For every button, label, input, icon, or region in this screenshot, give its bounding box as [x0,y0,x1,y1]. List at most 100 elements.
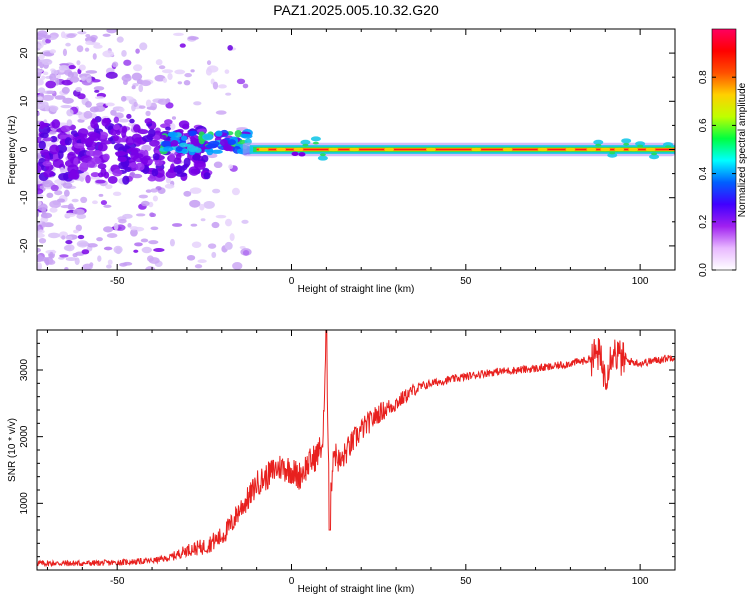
spectrogram-noise-blob [179,43,186,48]
spectrogram-noise-blob [85,34,91,38]
spectrogram-core-blob [117,156,127,163]
spectrogram-noise-blob [37,233,45,238]
spectrogram-noise-blob [189,187,202,194]
spectrogram-noise-blob [63,189,70,197]
spectrogram-core-blob [38,140,46,150]
snr-y-axis-label: SNR (10 * v/v) [7,418,18,482]
spectrogram-noise-blob [75,86,82,92]
spectrogram-noise-blob [211,251,217,258]
carrier-highlight [614,147,625,152]
colorbar-tick-label: 0.4 [698,166,709,180]
carrier-highlight [384,147,395,152]
spectrogram-noise-blob [171,116,177,120]
spectrogram-noise-blob [85,70,98,74]
spectrogram-noise-blob [118,118,130,123]
spectrogram-noise-blob [145,110,151,117]
spectrogram-noise-blob [118,107,125,112]
carrier-disturbance [607,152,618,158]
spectrogram-transition-blob [204,148,213,153]
spectrogram-noise-blob [76,45,84,53]
spectrogram-noise-blob [183,80,191,86]
spectrogram-noise-blob [42,179,54,188]
spectrogram-noise-blob [131,72,143,81]
spectrogram-noise-blob [42,71,49,76]
spectrogram-transition-blob [202,133,214,141]
spectrogram-noise-blob [130,228,138,237]
spectrogram-noise-blob [153,248,165,253]
spectrogram-noise-blob [158,65,166,70]
spectrogram-transition-blob [163,146,174,152]
spectrogram-noise-blob [193,101,202,106]
spectrogram-noise-blob [126,113,132,119]
spectrogram-noise-blob [121,50,127,57]
spectrogram-transition-blob [234,129,242,138]
spectrogram-noise-blob [189,199,201,208]
carrier-highlight [276,147,287,152]
spectrogram-transition-blob [219,138,229,147]
spectrogram-noise-blob [150,213,157,218]
colorbar-tick-label: 0.8 [698,70,709,84]
spectrogram-noise-blob [132,173,143,179]
spectrogram-noise-blob [242,250,250,256]
spectrogram-transition-blob [170,139,179,147]
spectrogram-y-tick-label: -10 [19,190,30,205]
carrier-disturbance [665,145,672,149]
spectrogram-noise-blob [66,119,73,127]
spectrogram-noise-blob [72,252,78,258]
spectrogram-y-ticks: -20 -10 0 10 20 [19,28,675,271]
spectrogram-noise-blob [123,59,132,66]
spectrogram-core-blob [43,170,55,178]
spectrogram-core-blob [118,161,129,170]
colorbar-label: Normalized spectral amplitude [737,82,748,217]
spectrogram-noise-blob [78,64,86,71]
spectrogram-noise-blob [135,48,140,54]
carrier-highlight [537,147,548,152]
spectrogram-noise-blob [83,110,93,119]
spectrogram-core-blob [50,135,58,143]
spectrogram-noise-blob [239,245,246,250]
spectrogram-noise-blob [119,262,128,267]
spectrogram-noise-blob [61,79,73,86]
snr-x-tick-label: 0 [289,576,295,587]
spectrogram-noise-blob [97,255,102,262]
spectrogram-noise-blob [218,84,227,89]
spectrogram-noise-blob [207,243,217,249]
spectrogram-noise-blob [37,32,46,40]
spectrogram-noise-blob [93,86,105,91]
spectrogram-noise-blob [205,67,212,76]
spectrogram-core-blob [107,175,118,184]
spectrogram-noise-blob [105,102,115,107]
spectrogram-noise-blob [116,36,124,43]
spectrogram-noise-blob [241,219,249,224]
spectrogram-noise-blob [150,226,159,231]
spectrogram-noise-blob [72,208,85,215]
spectrogram-noise-blob [94,96,105,100]
spectrogram-core-blob [175,153,182,161]
spectrogram-transition-blob [175,146,183,152]
spectrogram-panel: -50 0 50 100 -20 -10 0 10 20 Height of straight… [7,28,676,295]
spectrogram-transition-blob [211,149,223,154]
spectrogram-noise-blob [41,94,54,101]
carrier-highlight [565,147,576,152]
spectrogram-noise-blob [134,242,143,247]
spectrogram-transition-blob [161,140,172,148]
spectrogram-noise-blob [199,203,205,211]
spectrogram-noise-blob [106,29,117,34]
spectrogram-noise-blob [145,266,156,270]
spectrogram-core-blob [149,139,160,147]
spectrogram-core-blob [196,128,208,133]
spectrogram-noise-blob [138,194,149,199]
spectrogram-core-blob [77,128,89,137]
spectrogram-noise-blob [152,195,158,202]
spectrogram-noise-blob [49,200,62,209]
spectrogram-transition-blob [188,130,196,137]
spectrogram-noise-blob [64,266,69,270]
spectrogram-core-blob [62,134,74,139]
spectrogram-noise-blob [131,85,136,90]
spectrogram-core-blob [194,160,206,170]
spectrogram-noise-blob [184,72,192,78]
spectrogram-noise-blob [49,49,57,54]
spectrogram-core-blob [113,134,119,142]
spectrogram-core-blob [142,155,151,161]
colorbar-ramp [712,29,736,270]
